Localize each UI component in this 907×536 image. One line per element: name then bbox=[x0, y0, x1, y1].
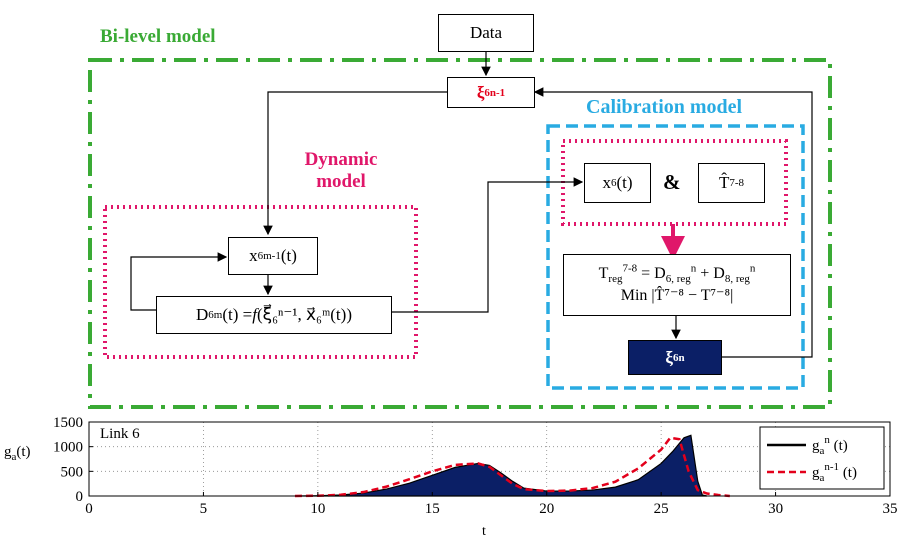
legend-nm1-tail: (t) bbox=[839, 465, 857, 481]
ylabel-sub: a bbox=[12, 451, 17, 463]
dynamic-label-line1: Dynamic bbox=[304, 149, 378, 170]
legend-n-sup: n bbox=[824, 434, 830, 446]
x-tick-label: 20 bbox=[539, 501, 554, 517]
calib-eq-line1: Treg7-8 = D6, regn + D8, regn bbox=[598, 263, 756, 286]
legend-n-sub: a bbox=[820, 445, 825, 457]
data-box: Data bbox=[438, 14, 534, 52]
x-prev-symbol: x bbox=[249, 246, 258, 265]
x-tick-label: 30 bbox=[768, 501, 783, 517]
legend-nm1-base: g bbox=[812, 465, 820, 481]
y-tick-label: 0 bbox=[76, 489, 84, 505]
y-tick-label: 1000 bbox=[53, 440, 83, 456]
bilevel-boundary bbox=[88, 58, 832, 409]
dynamic-equation-box: D 6 m (t) = f (ξ⃗₆ⁿ⁻¹, x⃗₆ᵐ(t)) bbox=[156, 296, 392, 334]
xi-prev-box: ξ 6 n-1 bbox=[447, 77, 535, 108]
dyn-f: f bbox=[252, 305, 257, 324]
calibration-label: Calibration model bbox=[586, 96, 743, 118]
dyn-lhs: D bbox=[196, 305, 209, 324]
series-nm1-line bbox=[294, 436, 730, 498]
calib-eq-line2: Min |T̂⁷⁻⁸ − T⁷⁻⁸| bbox=[620, 287, 734, 304]
calib-d8-sub: 8, reg bbox=[724, 273, 750, 286]
chart-xlabel: t bbox=[482, 524, 486, 536]
x-prev-tail: (t) bbox=[280, 246, 297, 265]
calib-d6-sub: 6, reg bbox=[665, 273, 691, 286]
legend-label-n: gan (t) bbox=[812, 434, 848, 457]
legend-label-nm1: gan-1 (t) bbox=[812, 461, 857, 484]
y-tick-label: 500 bbox=[61, 464, 84, 480]
diagram-canvas bbox=[88, 51, 832, 409]
calib-d6-sup: n bbox=[690, 263, 697, 276]
legend-n-base: g bbox=[812, 438, 820, 454]
that-symbol: T̂ bbox=[718, 173, 730, 192]
feedback-loop-dynamic bbox=[130, 252, 228, 311]
calib-t: T bbox=[598, 265, 609, 283]
x6-tail: (t) bbox=[616, 173, 633, 192]
x-tick-label: 10 bbox=[310, 501, 325, 517]
that-box: T̂ 7-8 bbox=[698, 163, 765, 203]
xi-new-symbol: ξ bbox=[665, 347, 673, 367]
dyn-mid: (t) = bbox=[222, 305, 253, 324]
calib-plus: + D bbox=[696, 265, 725, 283]
x6-symbol: x bbox=[602, 173, 611, 192]
chart-legend: gan (t) gan-1 (t) bbox=[759, 426, 885, 490]
calib-eq: = D bbox=[637, 265, 666, 283]
bilevel-label: Bi-level model bbox=[100, 26, 216, 47]
legend-nm1-sup: n-1 bbox=[824, 461, 839, 473]
calib-t-sup: 7-8 bbox=[622, 263, 638, 276]
dyn-args: (ξ⃗₆ⁿ⁻¹, x⃗₆ᵐ(t)) bbox=[256, 305, 352, 324]
dynamic-label: Dynamic model bbox=[286, 149, 396, 193]
legend-nm1-sub: a bbox=[820, 472, 825, 484]
x-tick-label: 35 bbox=[883, 501, 898, 517]
x6-box: x 6 (t) bbox=[584, 163, 651, 203]
feedback-loop-bilevel bbox=[533, 87, 813, 358]
arrow-dynamic-to-calibration bbox=[392, 177, 584, 313]
x-prev-box: x 6 m-1 (t) bbox=[228, 237, 318, 275]
plot-frame bbox=[88, 421, 891, 497]
legend-n-tail: (t) bbox=[830, 438, 848, 454]
calibration-equation-box: Treg7-8 = D6, regn + D8, regn Min |T̂⁷⁻⁸… bbox=[563, 254, 791, 316]
x-tick-label: 0 bbox=[85, 501, 93, 517]
calib-t-sub: reg bbox=[608, 273, 623, 286]
y-tick-label: 1500 bbox=[53, 415, 83, 431]
legend-box bbox=[759, 426, 885, 490]
arrow-xi-to-dynamic bbox=[263, 91, 447, 236]
x-tick-label: 15 bbox=[425, 501, 440, 517]
series-n-area bbox=[294, 434, 708, 497]
dynamic-boundary bbox=[103, 205, 418, 359]
chart-ylabel: ga(t) bbox=[4, 444, 31, 463]
chart-annotation: Link 6 bbox=[100, 426, 140, 442]
calibration-boundary bbox=[546, 124, 805, 390]
ampersand: & bbox=[663, 170, 681, 194]
ylabel-base: g bbox=[4, 444, 12, 460]
calib-d8-sup: n bbox=[749, 263, 756, 276]
xi-prev-symbol: ξ bbox=[476, 82, 485, 102]
x-tick-label: 25 bbox=[654, 501, 669, 517]
x-tick-label: 5 bbox=[200, 501, 208, 517]
dynamic-label-line2: model bbox=[316, 170, 366, 192]
ylabel-tail: (t) bbox=[16, 444, 30, 460]
